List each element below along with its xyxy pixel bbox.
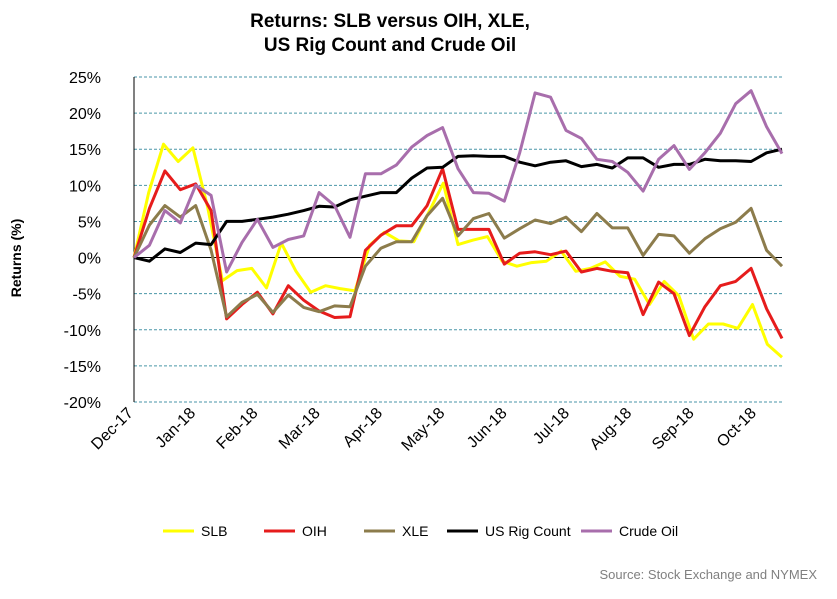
- y-axis: 25% 20% 15% 10% 5% 0% -5% -10% -15% -20%: [64, 70, 135, 412]
- y-tick-label: 15%: [69, 142, 101, 159]
- legend-label-us-rig-count: US Rig Count: [485, 523, 571, 539]
- series-line-us-rig-count: [133, 147, 783, 263]
- series-lines: [132, 89, 784, 359]
- legend-label-oih: OIH: [302, 523, 327, 539]
- x-tick-label: Aug-18: [587, 405, 636, 454]
- chart-title-line-2: US Rig Count and Crude Oil: [263, 35, 517, 56]
- series-line-oih: [132, 167, 784, 340]
- y-tick-label: 5%: [78, 214, 101, 231]
- legend-label-xle: XLE: [402, 523, 428, 539]
- source-note: Source: Stock Exchange and NYMEX: [599, 567, 817, 582]
- x-tick-label: Sep-18: [649, 405, 698, 454]
- y-tick-label: -20%: [64, 395, 101, 412]
- x-tick-label: May-18: [399, 405, 449, 455]
- x-tick-label: Oct-18: [714, 405, 760, 451]
- x-tick-label: Jan-18: [153, 405, 200, 452]
- x-tick-label: Jul-18: [530, 405, 573, 448]
- legend-label-slb: SLB: [201, 523, 227, 539]
- series-line-crude-oil: [133, 89, 784, 274]
- legend: SLB OIH XLE US Rig Count Crude Oil: [163, 523, 678, 539]
- series-line-slb: [132, 142, 783, 359]
- y-tick-label: 25%: [69, 70, 101, 87]
- x-tick-label: Dec-17: [88, 405, 137, 454]
- legend-label-crude-oil: Crude Oil: [619, 523, 678, 539]
- y-tick-label: 20%: [69, 106, 101, 123]
- y-tick-label: -15%: [64, 359, 101, 376]
- y-tick-label: -5%: [73, 287, 101, 304]
- x-axis: Dec-17 Jan-18 Feb-18 Mar-18 Apr-18 May-18 Jun-…: [88, 257, 782, 455]
- x-tick-label: Apr-18: [340, 405, 386, 451]
- x-tick-label: Jun-18: [464, 405, 511, 452]
- series-line-xle: [132, 196, 784, 319]
- y-tick-label: 0%: [78, 251, 101, 268]
- chart-title-line-1: Returns: SLB versus OIH, XLE,: [250, 11, 530, 32]
- x-tick-label: Mar-18: [276, 405, 324, 453]
- y-tick-label: 10%: [69, 178, 101, 195]
- x-tick-label: Feb-18: [214, 405, 262, 453]
- y-tick-label: -10%: [64, 323, 101, 340]
